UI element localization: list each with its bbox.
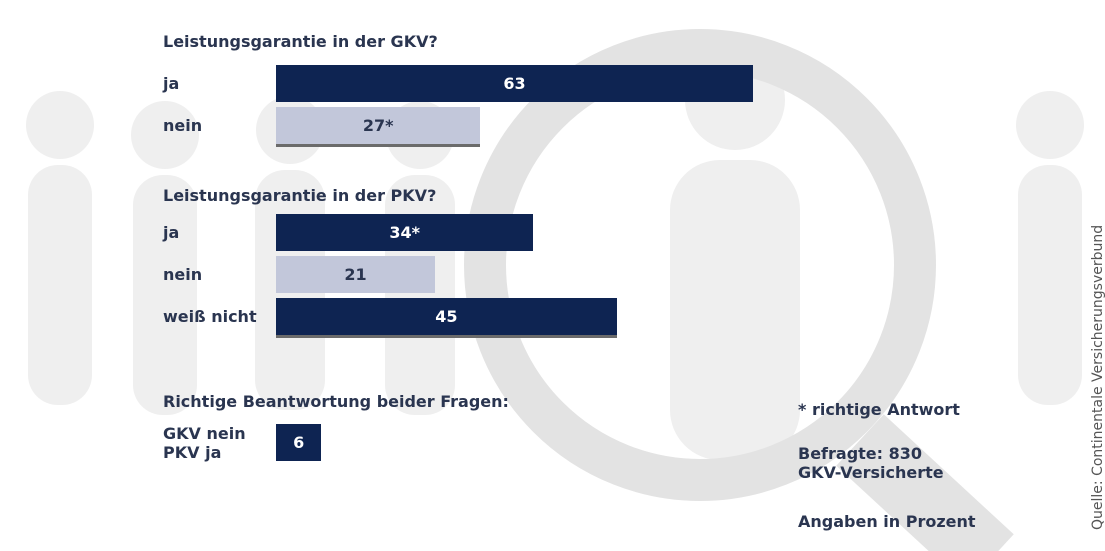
bar — [276, 298, 617, 335]
category-label: ja — [163, 74, 180, 93]
category-label: ja — [163, 223, 180, 242]
value-label: 21 — [344, 265, 367, 284]
bar — [276, 65, 753, 102]
category-label: weiß nicht — [163, 307, 257, 326]
note: Angaben in Prozent — [798, 512, 976, 531]
value-label: 6 — [293, 433, 305, 452]
note: * richtige Antwort — [798, 400, 960, 419]
category-label: nein — [163, 265, 203, 284]
value-label: 34* — [389, 223, 420, 242]
bar — [276, 424, 322, 461]
chart-title: Leistungsgarantie in der PKV? — [163, 186, 437, 205]
value-label: 45 — [435, 307, 458, 326]
category-label: GKV nein PKV ja — [163, 423, 246, 462]
category-label: nein — [163, 116, 203, 135]
source: Quelle: Continentale Versicherungsverbun… — [1090, 224, 1105, 530]
value-label: 27* — [362, 116, 394, 135]
chart-title: Leistungsgarantie in der GKV? — [163, 32, 438, 51]
value-label: 63 — [503, 74, 526, 93]
bar — [276, 214, 534, 251]
chart-title: Richtige Beantwortung beider Fragen: — [163, 392, 509, 411]
note: Befragte: 830 GKV-Versicherte — [798, 444, 944, 482]
baseline — [276, 335, 617, 338]
baseline — [276, 144, 481, 147]
bar — [276, 107, 481, 144]
bar — [276, 256, 435, 293]
